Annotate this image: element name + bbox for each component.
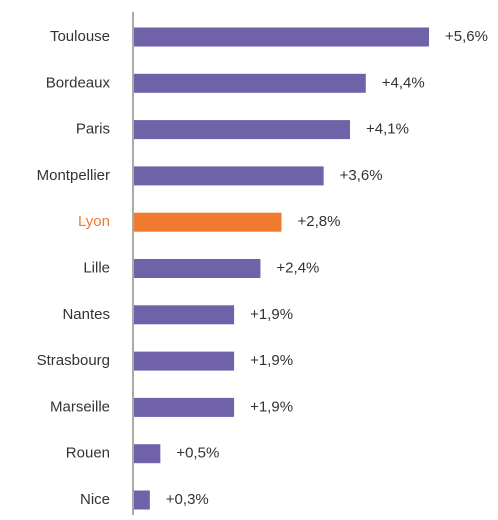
bar [134, 397, 235, 417]
category-label: Marseille [50, 398, 110, 415]
category-label: Rouen [66, 445, 110, 462]
category-label: Nice [80, 491, 110, 508]
value-label: +0,3% [166, 491, 209, 508]
bar [134, 444, 161, 464]
value-label: +0,5% [176, 445, 219, 462]
value-label: +5,6% [445, 28, 488, 45]
category-label: Lyon [78, 213, 110, 230]
bar [134, 166, 324, 186]
bar [134, 259, 261, 278]
category-label: Nantes [62, 306, 110, 323]
bar [134, 351, 235, 371]
value-label: +1,9% [250, 398, 293, 415]
value-label: +1,9% [250, 306, 293, 323]
value-label: +1,9% [250, 352, 293, 369]
bar [134, 27, 429, 47]
category-label: Bordeaux [46, 74, 111, 91]
value-label: +2,4% [276, 259, 319, 276]
value-label: +3,6% [340, 167, 383, 184]
category-label: Montpellier [37, 167, 110, 184]
category-label: Strasbourg [37, 352, 110, 369]
value-label: +4,4% [382, 74, 425, 91]
category-label: Toulouse [50, 28, 110, 45]
value-label: +2,8% [298, 213, 341, 230]
bar [134, 305, 235, 325]
category-label: Paris [76, 121, 110, 138]
bar [134, 73, 366, 93]
bar [134, 120, 350, 140]
bar [134, 212, 282, 232]
bar [134, 490, 150, 510]
category-label: Lille [83, 259, 110, 276]
value-label: +4,1% [366, 121, 409, 138]
